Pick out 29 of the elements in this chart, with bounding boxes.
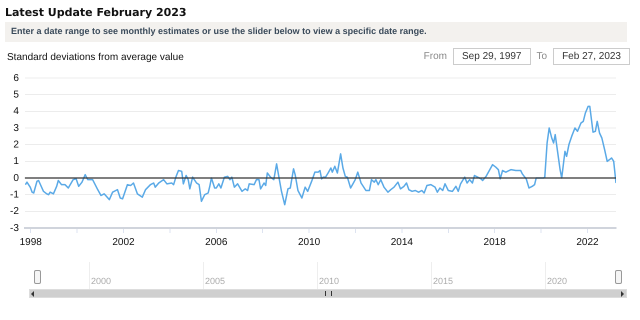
text: 2010 [319, 276, 340, 286]
y-tick-label: 0 [13, 172, 20, 184]
x-tick-label: 2002 [112, 236, 136, 248]
y-tick-label: 4 [13, 106, 20, 118]
x-tick-label: 2010 [298, 236, 321, 248]
chart-subtitle: Enter a date range to see monthly estimates or use the slider below to view a specific date range. [5, 22, 627, 42]
text: 2000 [91, 276, 112, 286]
x-tick-label: 2014 [390, 236, 414, 248]
y-tick-label: 1 [13, 156, 20, 168]
x-tick-label: 2018 [484, 236, 506, 248]
x-tick-label: 2006 [205, 236, 228, 248]
text: Sep 29, 1997 [453, 48, 530, 65]
y-tick-label: 2 [13, 139, 20, 150]
text: Feb 27, 2023 [553, 48, 630, 65]
y-tick-label: -3 [10, 222, 20, 234]
y-tick-label: 6 [13, 72, 20, 84]
y-tick-label: 5 [13, 89, 20, 100]
text: 2015 [433, 276, 454, 286]
x-tick-label: 1998 [20, 236, 42, 248]
y-tick-label: -2 [10, 206, 20, 218]
text: To [536, 51, 548, 62]
y-axis-title: Standard deviations from average value [7, 52, 184, 63]
chart-title: Latest Update February 2023 [5, 6, 187, 19]
text: 2020 [547, 276, 568, 286]
text: 2005 [205, 276, 226, 286]
x-tick-label: 2022 [576, 236, 600, 248]
y-tick-label: -1 [10, 189, 20, 200]
text: From [424, 51, 447, 62]
y-tick-label: 3 [13, 122, 20, 134]
